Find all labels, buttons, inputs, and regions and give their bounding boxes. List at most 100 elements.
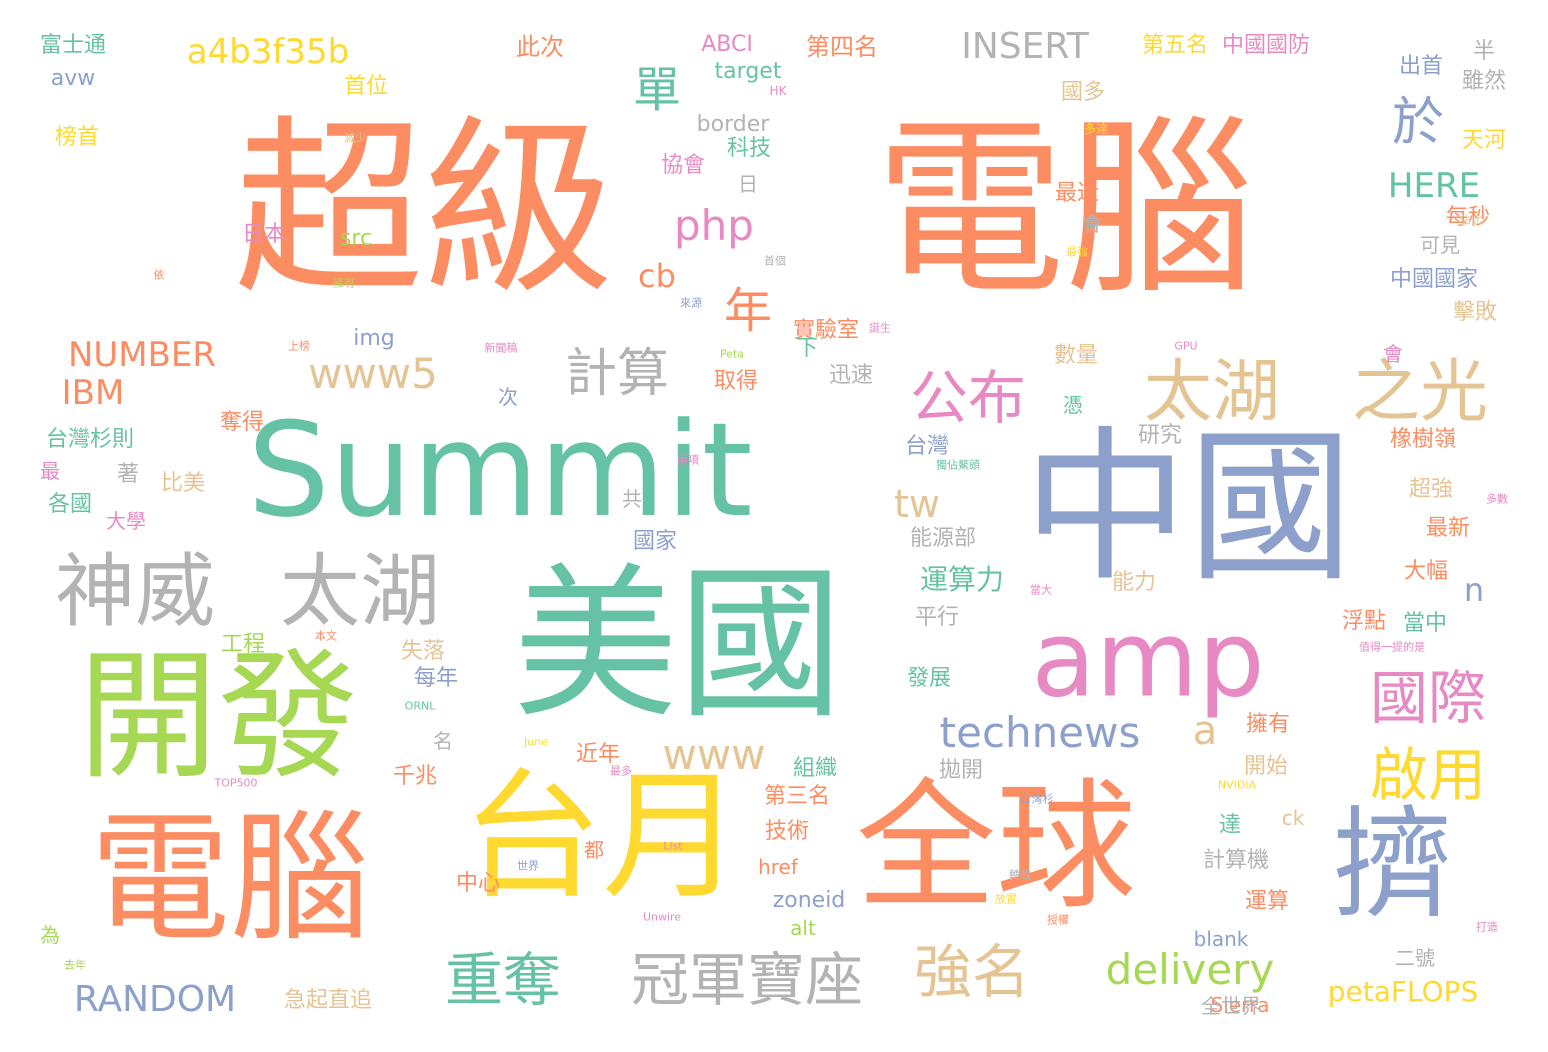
cloud-word: 計算: [564, 344, 670, 404]
cloud-word: a4b3f35b: [186, 32, 350, 72]
cloud-word: 開發: [77, 636, 359, 799]
cloud-word: 世界: [517, 859, 539, 873]
cloud-word: 天河: [1461, 128, 1507, 153]
cloud-word: 比美: [160, 471, 206, 496]
cloud-word: 來源: [680, 296, 702, 310]
cloud-word: Peta: [719, 347, 745, 361]
cloud-word: technews: [939, 708, 1141, 757]
cloud-word: 佔比: [1460, 213, 1482, 227]
cloud-word: 計算機: [1202, 848, 1270, 873]
cloud-word: 半: [1472, 39, 1496, 64]
cloud-word: 當中: [1402, 611, 1448, 636]
cloud-word: 共: [622, 487, 642, 511]
cloud-word: 開始: [1243, 754, 1289, 779]
cloud-word: 擠: [1332, 796, 1452, 935]
cloud-word: www: [662, 730, 766, 779]
cloud-word: INSERT: [961, 26, 1089, 67]
cloud-word: 最新: [1425, 516, 1471, 541]
cloud-word: 單: [632, 62, 682, 118]
cloud-word: 台灣杉則: [45, 427, 135, 452]
cloud-word: 首位: [343, 74, 389, 99]
cloud-word: 雖然: [1461, 69, 1507, 94]
cloud-word: 依: [153, 268, 165, 282]
cloud-word: 最近: [1054, 181, 1100, 206]
cloud-word: 下: [795, 336, 819, 361]
cloud-word: NUMBER: [67, 335, 217, 375]
cloud-word: 平行: [914, 605, 960, 630]
cloud-word: 重奪: [444, 946, 562, 1014]
cloud-word: 台月: [461, 756, 743, 919]
cloud-word: Summit: [247, 394, 753, 546]
cloud-word: 中國國家: [1389, 267, 1479, 292]
cloud-word: 上榜: [288, 339, 310, 353]
cloud-word: 電腦: [89, 798, 371, 961]
cloud-word: Sierra: [1210, 993, 1270, 1017]
cloud-word: 科技: [726, 136, 772, 161]
cloud-word: cb: [638, 257, 676, 295]
cloud-word: 奪得: [219, 410, 265, 435]
cloud-word: 能力: [1111, 570, 1157, 595]
cloud-word: 神威: [55, 545, 215, 638]
cloud-word: 實驗室: [792, 318, 860, 343]
cloud-word: php: [674, 201, 754, 250]
cloud-word: tw: [894, 482, 940, 526]
cloud-word: 多達: [1083, 122, 1109, 136]
cloud-word: 多數: [1486, 492, 1508, 506]
cloud-word: 大幅: [1403, 559, 1449, 584]
cloud-word: 二號: [1395, 946, 1435, 970]
cloud-word: 可見: [1420, 233, 1460, 257]
cloud-word: 協會: [660, 153, 706, 178]
cloud-word: 年: [723, 283, 773, 339]
cloud-word: blank: [1193, 927, 1249, 951]
cloud-word: 每年: [413, 666, 459, 691]
cloud-word: HK: [769, 84, 787, 98]
cloud-word: 最多: [610, 764, 632, 778]
cloud-word: 日: [738, 172, 758, 196]
cloud-word: 著: [116, 462, 140, 487]
cloud-word: 日本: [241, 222, 287, 247]
cloud-word: 首個: [764, 254, 786, 268]
cloud-word: 研究: [1137, 423, 1183, 448]
cloud-word: target: [714, 59, 782, 84]
cloud-word: List: [663, 839, 683, 853]
cloud-word: 全球: [855, 766, 1137, 929]
cloud-word: a: [1192, 708, 1218, 754]
cloud-word: 數量: [1053, 343, 1099, 368]
cloud-word: href: [758, 855, 798, 879]
cloud-word: June: [524, 735, 548, 749]
cloud-word: amp: [1031, 598, 1265, 721]
cloud-word: 啟用: [1369, 741, 1487, 809]
cloud-word: 工程: [220, 632, 266, 657]
cloud-word: 憑: [1063, 393, 1083, 417]
cloud-word: alt: [790, 916, 816, 940]
cloud-word: 電腦: [874, 99, 1256, 320]
cloud-word: 擁有: [333, 276, 355, 290]
cloud-word: www5: [308, 349, 438, 398]
cloud-word: 第三名: [763, 784, 831, 809]
cloud-word: IBM: [61, 373, 125, 413]
cloud-word: 富士通: [39, 33, 107, 58]
cloud-word: petaFLOPS: [1327, 975, 1479, 1008]
cloud-word: 失落: [400, 639, 446, 664]
cloud-word: 冠軍寶座: [630, 946, 864, 1014]
cloud-word: 都: [584, 838, 604, 862]
cloud-word: 國家: [632, 529, 678, 554]
cloud-word: 全世界: [1201, 994, 1261, 1018]
cloud-word: 中國國防: [1221, 33, 1311, 58]
cloud-word: GPU: [1174, 339, 1198, 353]
cloud-word: 太湖: [1143, 353, 1281, 432]
cloud-word: 近年: [575, 742, 621, 767]
cloud-word: 運算: [1244, 889, 1290, 914]
cloud-word: img: [353, 326, 395, 351]
cloud-word: ORNL: [404, 699, 436, 713]
cloud-word: 名: [433, 729, 453, 753]
cloud-word: 技術: [764, 819, 810, 844]
cloud-word: 急起直追: [283, 988, 373, 1013]
cloud-word: 千兆: [392, 764, 438, 789]
cloud-word: TOP500: [214, 776, 258, 790]
cloud-word: 第五名: [1141, 33, 1209, 58]
cloud-word: 組織: [792, 756, 838, 781]
cloud-word: zoneid: [772, 888, 846, 913]
cloud-word: 強名: [913, 938, 1031, 1006]
cloud-word: 發展: [906, 666, 952, 691]
